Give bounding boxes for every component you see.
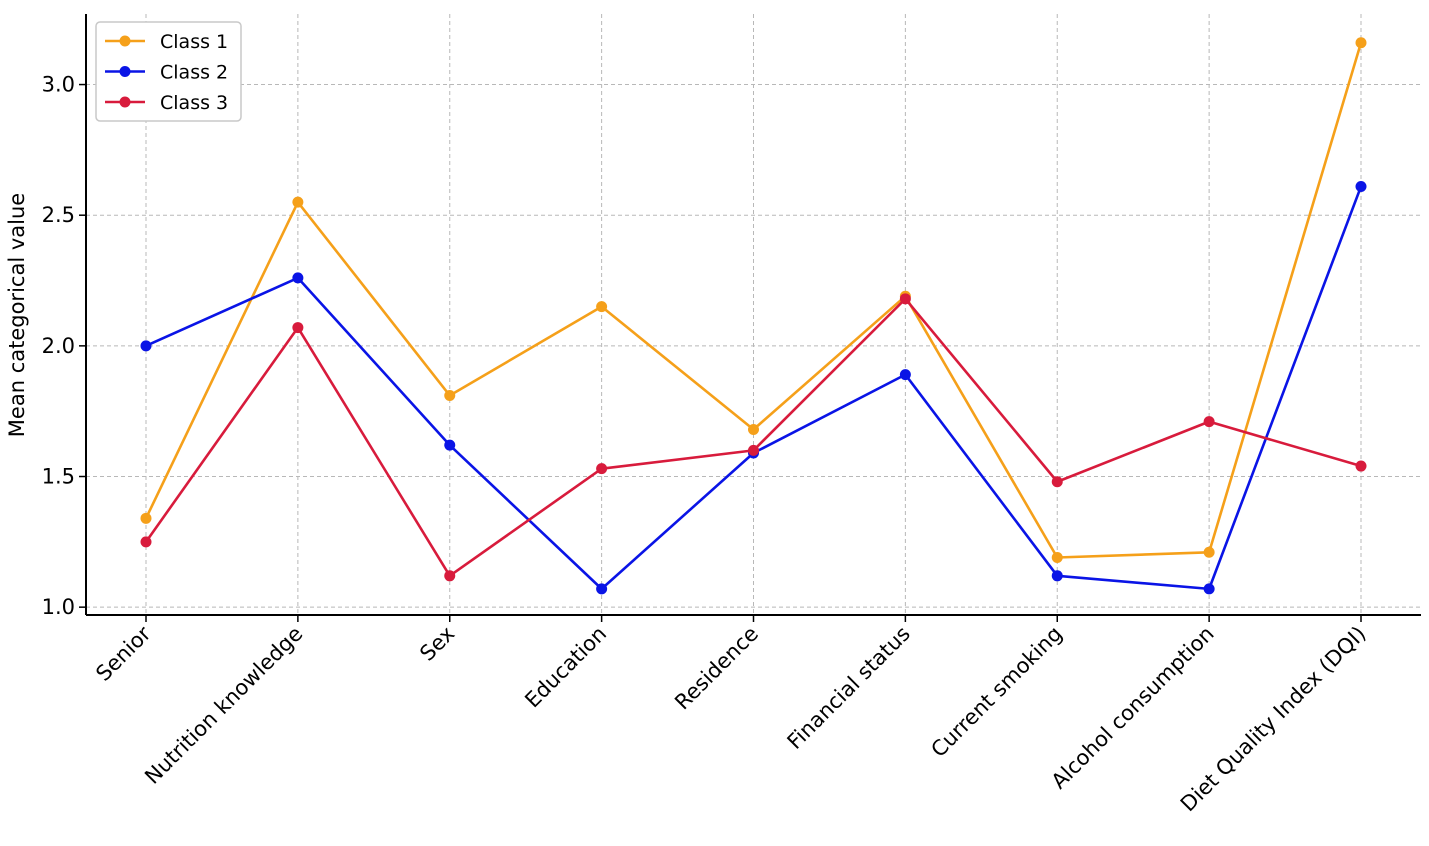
- data-point-class-1: [1355, 37, 1367, 49]
- x-tick-label: Education: [520, 622, 611, 713]
- legend-label: Class 3: [160, 92, 228, 114]
- data-point-class-1: [444, 390, 456, 402]
- data-point-class-1: [748, 423, 759, 435]
- data-point-class-3: [748, 444, 759, 456]
- data-point-class-2: [1355, 180, 1367, 192]
- data-point-class-3: [444, 570, 456, 582]
- y-tick-label: 2.0: [42, 334, 75, 358]
- legend-swatch-marker: [119, 35, 131, 47]
- data-point-class-1: [140, 512, 152, 524]
- data-point-class-2: [596, 583, 608, 595]
- grid: [86, 14, 1421, 615]
- legend-box: [95, 21, 242, 122]
- data-point-class-3: [1051, 476, 1063, 488]
- legend: Class 1 Class 2 Class 3: [95, 21, 242, 122]
- data-point-class-3: [1355, 460, 1367, 472]
- data-point-class-2: [1051, 570, 1063, 582]
- y-tick-label: 1.0: [42, 595, 75, 619]
- y-tick-label: 2.5: [42, 203, 75, 227]
- legend-label: Class 2: [160, 62, 228, 84]
- data-point-class-1: [596, 301, 608, 313]
- data-point-class-3: [1203, 416, 1215, 428]
- y-tick-label: 3.0: [42, 73, 75, 97]
- data-point-class-2: [1203, 583, 1215, 595]
- series: [140, 37, 1367, 595]
- legend-swatch-marker: [119, 96, 131, 108]
- x-tick-label: Senior: [91, 621, 156, 686]
- y-axis-label: Mean categorical value: [5, 193, 29, 437]
- legend-label: Class 1: [160, 31, 228, 53]
- x-tick-label: Alcohol consumption: [1047, 622, 1219, 794]
- data-point-class-1: [292, 196, 304, 208]
- x-tick-label: Sex: [415, 622, 459, 666]
- data-point-class-2: [444, 439, 456, 451]
- legend-swatch-marker: [119, 66, 131, 77]
- data-point-class-2: [292, 272, 304, 284]
- data-point-class-2: [899, 369, 911, 381]
- x-tick-label: Residence: [670, 622, 763, 715]
- data-point-class-3: [596, 463, 608, 475]
- y-tick-label: 1.5: [42, 465, 75, 489]
- x-tick-label: Financial status: [783, 622, 915, 754]
- x-tick-label: Current smoking: [926, 622, 1066, 762]
- data-point-class-2: [140, 340, 152, 352]
- data-point-class-1: [1203, 546, 1215, 558]
- data-point-class-3: [292, 322, 304, 334]
- data-point-class-1: [1051, 552, 1063, 564]
- data-point-class-3: [899, 293, 911, 305]
- x-tick-label: Nutrition knowledge: [140, 622, 307, 789]
- data-point-class-3: [140, 536, 152, 548]
